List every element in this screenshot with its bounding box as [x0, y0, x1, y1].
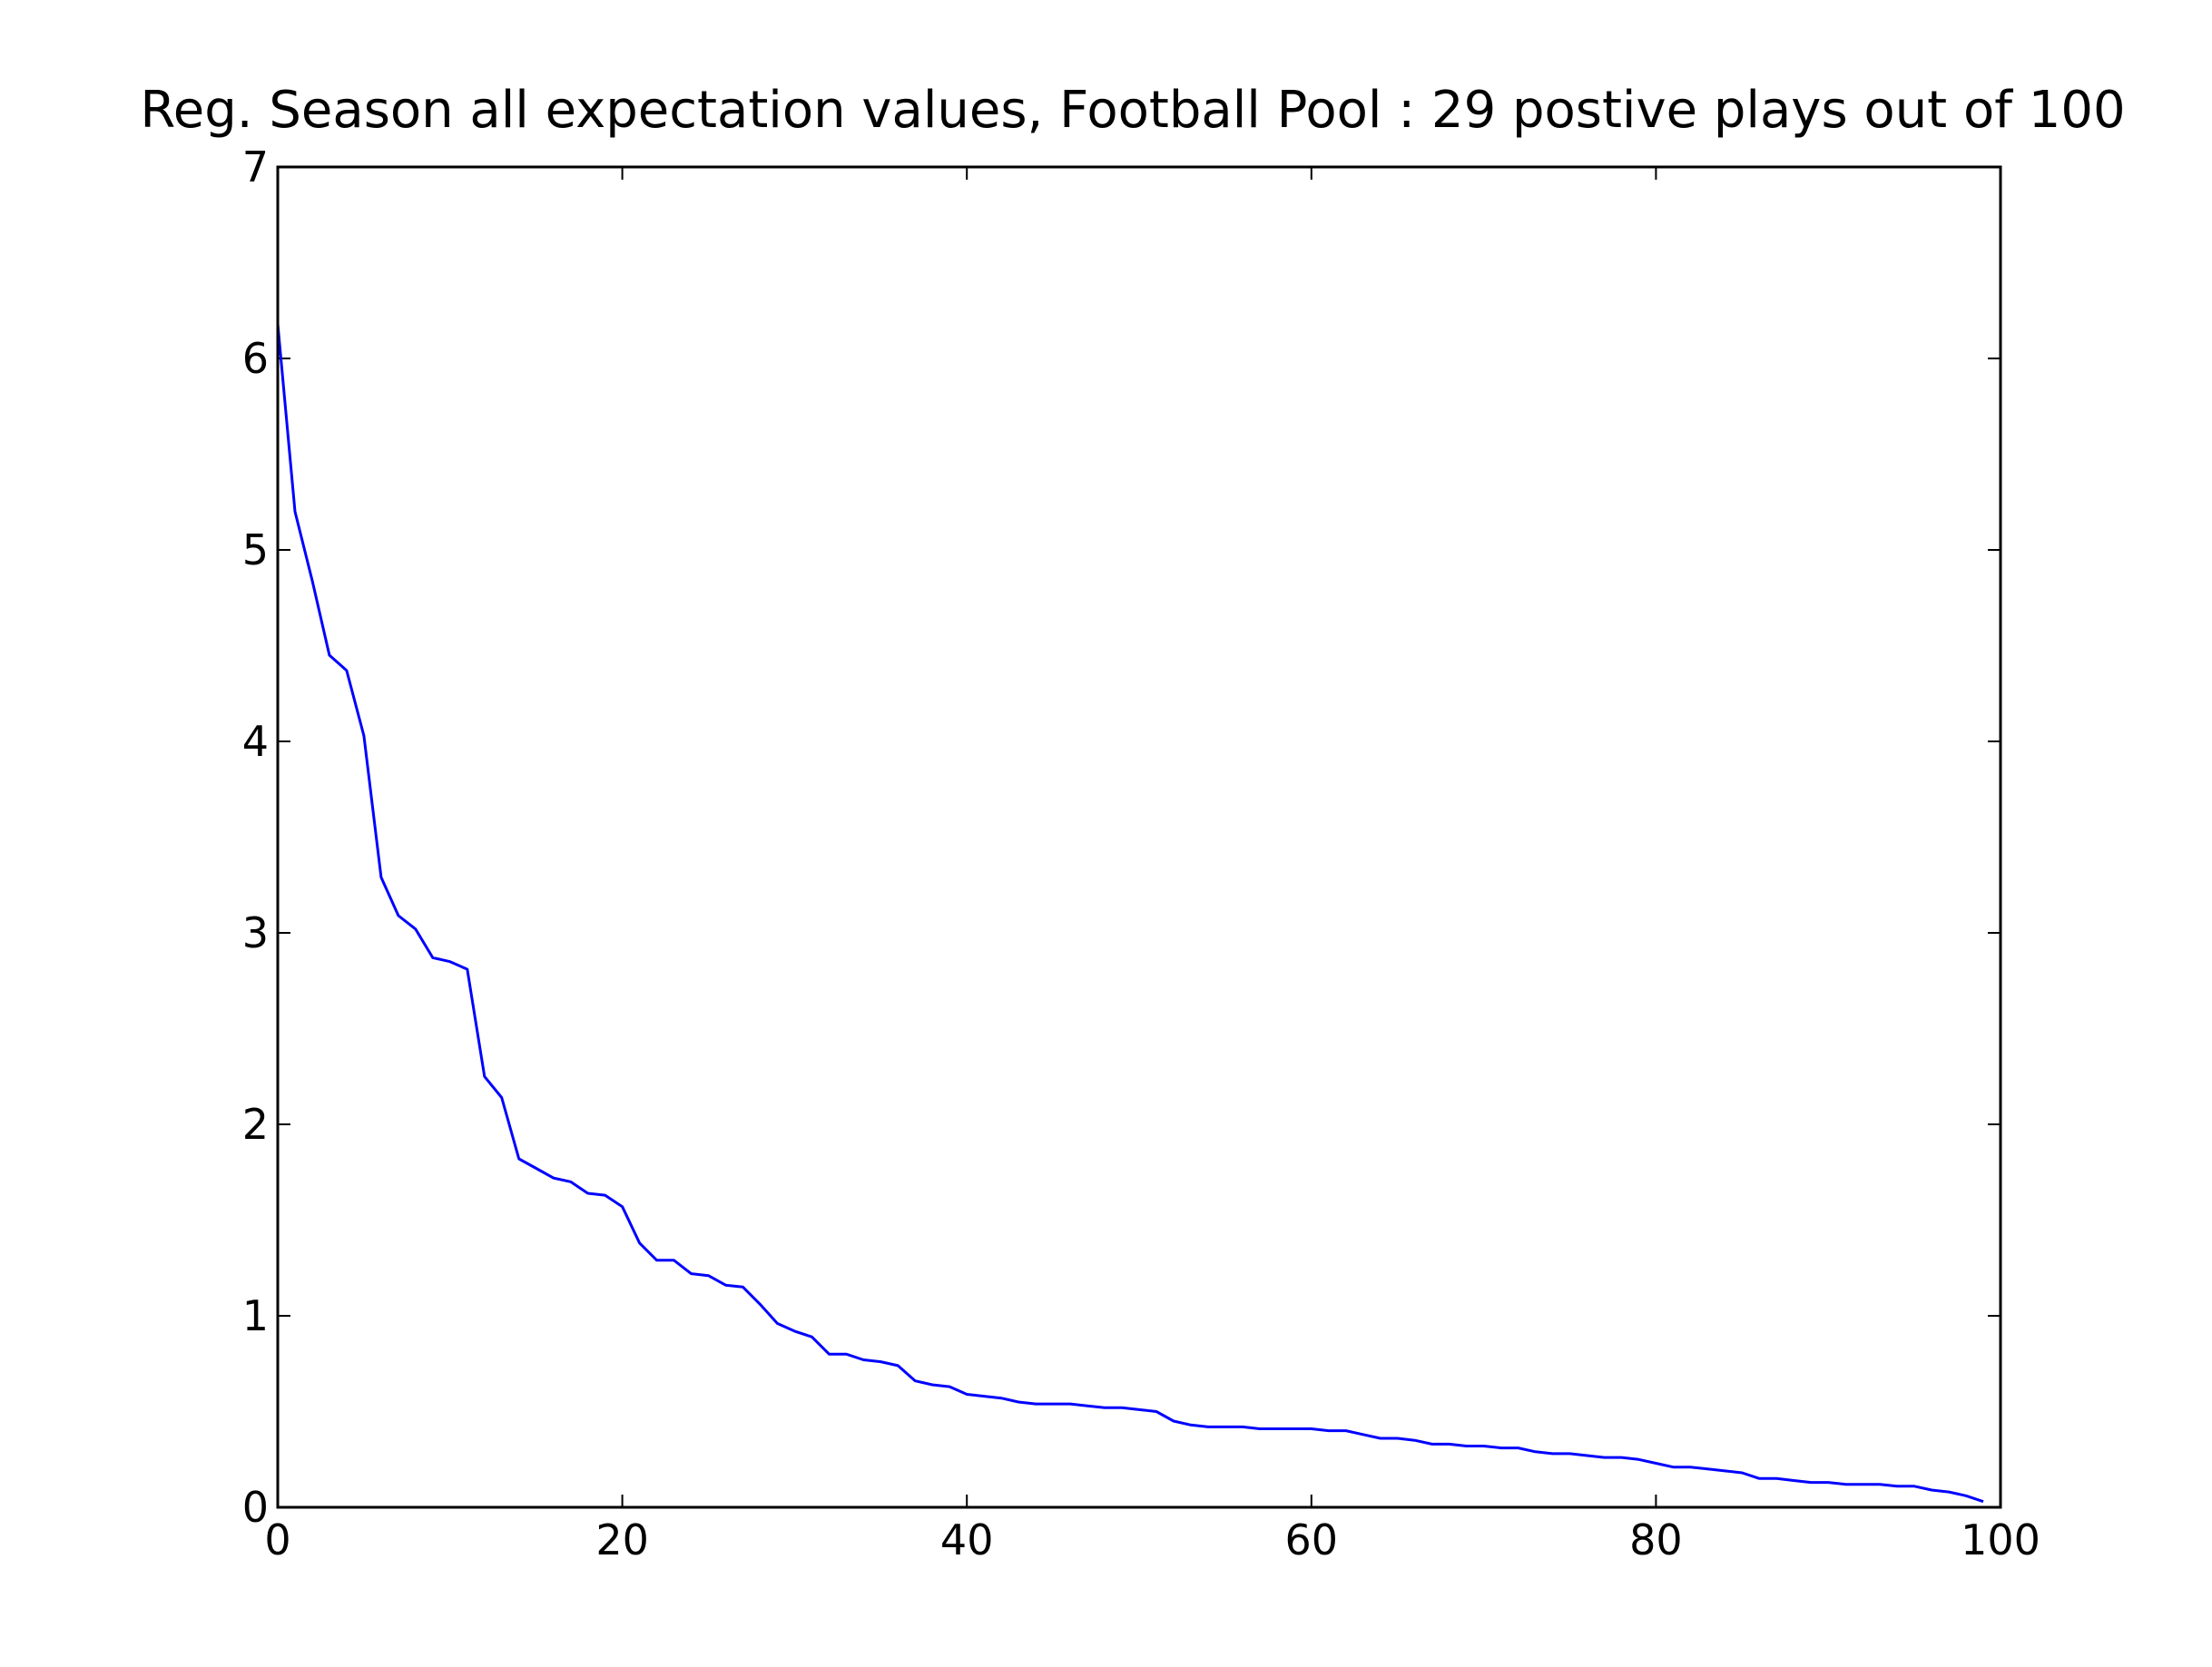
plot-area-frame — [276, 165, 2002, 1509]
y-tick-label: 0 — [242, 1483, 269, 1532]
axis-tick-labels: 0 20 40 60 80 100 0 1 2 3 4 5 6 7 — [242, 142, 2040, 1564]
y-tick-label: 6 — [242, 334, 269, 383]
x-tick-label: 0 — [264, 1515, 290, 1564]
y-tick-label: 3 — [242, 908, 269, 957]
x-tick-label: 40 — [940, 1515, 994, 1564]
chart-title: Reg. Season all expectation values, Foot… — [140, 81, 2125, 140]
y-tick-label: 1 — [242, 1291, 269, 1340]
y-tick-label: 5 — [242, 525, 269, 574]
x-tick-label: 20 — [595, 1515, 649, 1564]
y-tick-label: 2 — [242, 1100, 269, 1149]
x-tick-label: 80 — [1629, 1515, 1683, 1564]
y-tick-label: 4 — [242, 717, 269, 766]
y-tick-label: 7 — [242, 142, 269, 191]
series-line — [276, 323, 1984, 1504]
x-tick-label: 60 — [1285, 1515, 1339, 1564]
x-tick-label: 100 — [1961, 1515, 2040, 1564]
